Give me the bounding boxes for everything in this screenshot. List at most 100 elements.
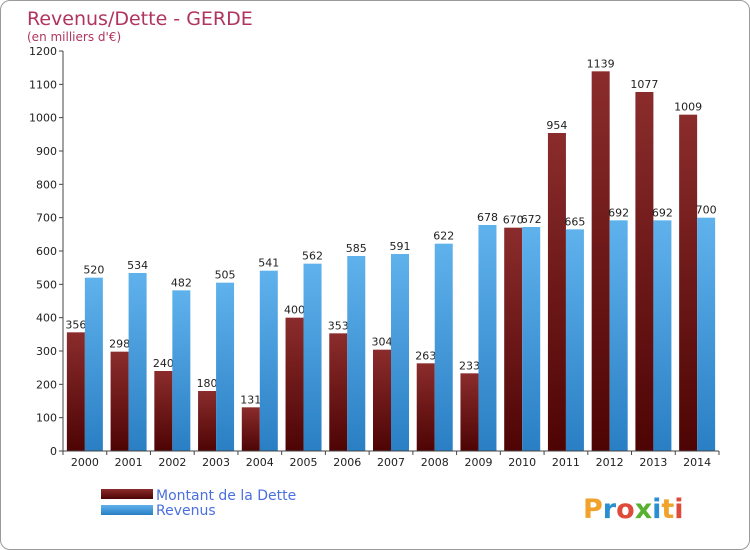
bar-revenus (216, 282, 235, 451)
bar-debt (329, 333, 348, 451)
legend-swatch-revenus (101, 505, 153, 515)
data-label-revenus: 692 (608, 206, 629, 219)
data-label-revenus: 678 (477, 211, 498, 224)
data-label-revenus: 505 (215, 269, 236, 282)
bar-debt (679, 114, 698, 452)
bars: 356 298 240 180 131 400 353 304 263 233 670 954 1139… (65, 57, 717, 452)
data-label-revenus: 585 (346, 242, 367, 255)
bar-debt (416, 363, 435, 451)
x-tick-label: 2007 (377, 456, 405, 469)
data-label-revenus: 622 (433, 230, 454, 243)
bar-debt (66, 332, 85, 451)
data-label-revenus: 665 (564, 215, 585, 228)
x-tick-label: 2012 (596, 456, 624, 469)
data-label-debt: 1139 (587, 57, 615, 70)
data-label-revenus: 591 (390, 240, 411, 253)
bar-revenus (347, 256, 366, 451)
x-tick-label: 2009 (464, 456, 492, 469)
y-tick-label: 100 (36, 412, 57, 425)
x-tick-label: 2008 (421, 456, 449, 469)
bar-debt (241, 407, 260, 451)
data-label-debt: 180 (197, 377, 218, 390)
y-tick-label: 300 (36, 345, 57, 358)
x-tick-label: 2002 (158, 456, 186, 469)
y-tick-label: 900 (36, 145, 57, 158)
x-tick-label: 2003 (202, 456, 230, 469)
bar-revenus (391, 254, 409, 451)
x-tick-label: 2014 (683, 456, 711, 469)
y-axis: 0 100 200 300 400 500 600 700 800 900 1000 1100 1200 (29, 45, 64, 458)
data-label-debt: 233 (459, 359, 480, 372)
bar-debt (110, 351, 129, 451)
y-tick-label: 1100 (29, 78, 57, 91)
bar-revenus (565, 229, 584, 451)
y-tick-label: 500 (36, 278, 57, 291)
data-label-debt: 356 (65, 318, 86, 331)
y-tick-label: 700 (36, 212, 57, 225)
data-label-revenus: 700 (696, 204, 717, 217)
data-label-debt: 1009 (674, 101, 702, 114)
data-label-revenus: 562 (302, 250, 323, 263)
bar-debt (591, 71, 610, 451)
data-label-debt: 1077 (630, 78, 658, 91)
y-tick-label: 0 (50, 445, 57, 458)
bar-debt (547, 133, 566, 451)
bar-revenus (172, 290, 191, 451)
bar-debt (504, 227, 523, 451)
data-label-debt: 304 (372, 336, 393, 349)
x-tick-label: 2000 (71, 456, 99, 469)
bar-revenus (478, 225, 497, 451)
data-label-revenus: 692 (652, 206, 673, 219)
bar-debt (154, 371, 173, 451)
x-tick-label: 2005 (290, 456, 318, 469)
legend-label-revenus: Revenus (156, 503, 216, 519)
data-label-revenus: 482 (171, 276, 192, 289)
x-tick-label: 2001 (115, 456, 143, 469)
bar-revenus (84, 277, 103, 451)
x-tick-label: 2004 (246, 456, 274, 469)
data-label-debt: 298 (109, 338, 130, 351)
x-tick-label: 2010 (508, 456, 536, 469)
bar-debt (285, 317, 304, 451)
legend-label-debt: Montant de la Dette (156, 488, 296, 504)
y-tick-label: 1200 (29, 45, 57, 58)
proxiti-logo: Proxiti (583, 494, 684, 525)
data-label-debt: 353 (328, 319, 349, 332)
x-tick-label: 2011 (552, 456, 580, 469)
x-tick-label: 2013 (639, 456, 667, 469)
legend: Montant de la Dette Revenus (101, 488, 296, 519)
data-label-revenus: 672 (521, 213, 542, 226)
data-label-debt: 400 (284, 304, 305, 317)
bar-revenus (303, 263, 322, 451)
chart-title: Revenus/Dette - GERDE (27, 8, 253, 30)
legend-swatch-debt (101, 489, 153, 499)
data-label-debt: 131 (240, 393, 261, 406)
bar-revenus (697, 217, 716, 451)
bar-revenus (434, 243, 453, 451)
data-label-debt: 954 (546, 119, 567, 132)
data-label-revenus: 541 (258, 257, 279, 270)
bar-revenus (259, 270, 278, 451)
chart-subtitle: (en milliers d'€) (27, 30, 121, 44)
bar-revenus (653, 220, 672, 451)
bar-debt (460, 373, 479, 451)
bar-debt (198, 391, 217, 451)
bar-revenus (609, 220, 628, 451)
bar-revenus (522, 227, 541, 451)
y-tick-label: 800 (36, 178, 57, 191)
bar-revenus (128, 273, 147, 451)
x-tick-label: 2006 (333, 456, 361, 469)
y-tick-label: 400 (36, 312, 57, 325)
data-label-debt: 670 (503, 214, 524, 227)
y-tick-label: 600 (36, 245, 57, 258)
data-label-revenus: 520 (83, 264, 104, 277)
x-axis: 2000 2001 2002 2003 2004 2005 2006 2007 2008 2009… (62, 450, 720, 469)
bar-debt (373, 349, 391, 451)
y-tick-label: 1000 (29, 112, 57, 125)
bar-debt (635, 92, 654, 451)
data-label-revenus: 534 (127, 259, 148, 272)
y-tick-label: 200 (36, 378, 57, 391)
data-label-debt: 240 (153, 357, 174, 370)
